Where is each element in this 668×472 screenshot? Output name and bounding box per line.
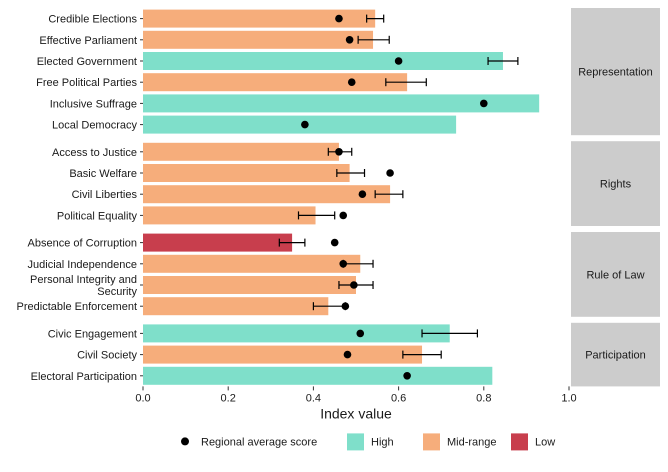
category-label-access-to-justice: Access to Justice [52,147,137,159]
regional-avg-point-civil-society [343,350,352,359]
panel-strip [571,232,660,317]
legend-key-high [347,433,364,451]
category-label-predictable-enforcement: Predictable Enforcement [17,301,137,313]
category-label-civil-society: Civil Society [77,350,137,362]
regional-avg-point-access-to-justice [335,148,343,156]
regional-avg-point-basic-welfare [386,169,394,177]
x-tick-label: 0.2 [221,392,236,404]
bar-basic-welfare [143,164,350,182]
bar-free-political-parties [143,73,408,92]
panel-strip-label: Rule of Law [586,269,644,281]
category-label-civil-liberties: Civil Liberties [72,189,138,201]
panel-rule-of-law: Rule of Law Absence of Corruption Judicial… [17,232,660,317]
regional-avg-point-elected-government [394,57,403,65]
panel-representation: Representation Credible Elections Effectiv… [36,8,660,136]
legend-key-regional-average [181,437,189,446]
category-label-inclusive-suffrage: Inclusive Suffrage [50,98,137,110]
panel-strip [571,141,660,226]
regional-avg-point-credible-elections [335,14,343,23]
bar-judicial-independence [143,254,361,273]
regional-avg-point-predictable-enforcement [341,302,350,311]
regional-avg-point-free-political-parties [347,78,356,86]
regional-avg-point-personal-integrity-and-security [350,281,358,289]
panel-participation: Participation Civic Engagement Civil Socie… [31,322,660,387]
regional-avg-point-effective-parliament [345,36,354,44]
category-label-absence-of-corruption: Absence of Corruption [28,238,137,250]
panel-strip [571,8,660,136]
legend-key-low [511,433,528,451]
bar-political-equality [143,206,316,225]
category-label-political-equality: Political Equality [57,210,138,222]
panel-strip-label: Representation [578,67,653,79]
legend-label-mid-range: Mid-range [447,436,497,448]
bar-elected-government [143,52,503,70]
x-tick-label: 1.0 [561,392,576,404]
category-label-elected-government: Elected Government [37,56,137,68]
category-label-judicial-independence: Judicial Independence [28,259,137,271]
legend-label-low: Low [535,436,555,448]
x-tick-label: 0.6 [391,392,406,404]
regional-avg-point-inclusive-suffrage [480,99,488,108]
regional-avg-point-civic-engagement [356,329,365,338]
x-tick-label: 0.8 [476,392,491,404]
bar-effective-parliament [143,30,374,49]
legend-label-high: High [371,436,394,448]
panel-strip-label: Rights [600,179,632,191]
x-axis-title: Index value [320,405,392,421]
bar-civil-liberties [143,185,391,204]
regional-avg-point-electoral-participation [403,372,411,380]
bar-inclusive-suffrage [143,94,540,113]
regional-avg-point-absence-of-corruption [330,238,339,247]
chart-panels: Representation Credible Elections Effectiv… [17,8,660,387]
category-label-personal-integrity-and-security: Personal Integrity and Security [30,274,138,298]
category-label-free-political-parties: Free Political Parties [36,77,137,89]
category-label-basic-welfare: Basic Welfare [69,168,137,180]
category-label-credible-elections: Credible Elections [48,14,137,26]
panel-rights: Rights Access to Justice Basic Welfare Civi… [52,141,660,226]
regional-avg-point-civil-liberties [358,190,367,198]
bar-civil-society [143,345,423,364]
x-tick-label: 0.4 [306,392,321,404]
category-label-effective-parliament: Effective Parliament [39,35,137,47]
bar-local-democracy [143,115,457,134]
regional-avg-point-political-equality [339,211,348,220]
category-label-local-democracy: Local Democracy [52,120,137,132]
bar-access-to-justice [143,142,339,161]
legend: Regional average score High Mid-range Low [181,433,555,451]
regional-avg-point-local-democracy [301,120,309,129]
panel-strip-label: Participation [585,350,646,362]
bar-absence-of-corruption [143,233,293,252]
x-axis: 0.0 0.2 0.4 0.6 0.8 1.0 [135,386,577,404]
legend-key-mid-range [423,433,440,451]
x-tick-label: 0.0 [135,392,150,404]
bar-civic-engagement [143,324,450,343]
bar-personal-integrity-and-security [143,276,356,294]
legend-label-regional-average: Regional average score [201,436,317,448]
category-label-civic-engagement: Civic Engagement [48,328,137,340]
regional-avg-point-judicial-independence [339,260,348,268]
category-label-electoral-participation: Electoral Participation [31,371,137,383]
panel-strip [571,322,660,387]
bar-credible-elections [143,9,376,28]
bar-electoral-participation [143,366,493,385]
bar-predictable-enforcement [143,297,329,316]
